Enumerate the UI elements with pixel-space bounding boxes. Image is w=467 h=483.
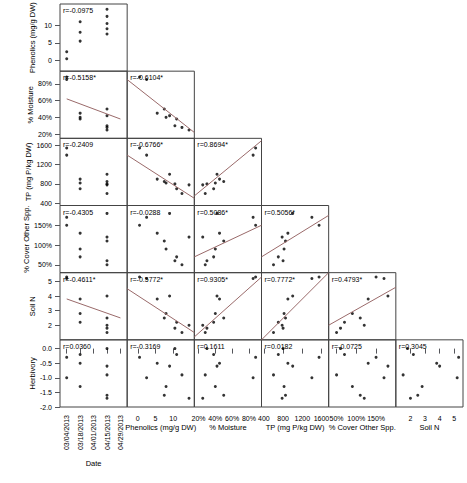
svg-text:r=-0.4305: r=-0.4305 [63, 209, 93, 216]
svg-text:r=0.7772*: r=0.7772* [265, 276, 296, 283]
svg-text:r=0.0182: r=0.0182 [265, 343, 293, 350]
svg-text:% Moisture: % Moisture [26, 86, 35, 124]
svg-text:r=0.0360: r=0.0360 [63, 343, 91, 350]
svg-text:r=0.5056*: r=0.5056* [265, 209, 296, 216]
svg-text:Phenolics (mg/g DW): Phenolics (mg/g DW) [125, 423, 196, 432]
svg-text:2: 2 [48, 322, 52, 329]
svg-text:% Cover Other Spp.: % Cover Other Spp. [22, 206, 31, 273]
svg-text:-0.5: -0.5 [40, 360, 52, 367]
svg-text:20%: 20% [192, 415, 206, 422]
svg-text:r=-0.6104*: r=-0.6104* [130, 74, 163, 81]
svg-text:Herbivory: Herbivory [28, 357, 37, 389]
svg-text:r=-0.0975: r=-0.0975 [63, 7, 93, 14]
svg-text:04/15/2013: 04/15/2013 [104, 415, 111, 450]
svg-text:r=-0.2409: r=-0.2409 [63, 141, 94, 149]
svg-text:20%: 20% [38, 131, 52, 138]
svg-text:10: 10 [169, 415, 177, 422]
svg-text:r=0.5086*: r=0.5086* [197, 209, 228, 216]
svg-text:r=-0.5158*: r=-0.5158* [63, 74, 96, 81]
svg-text:-1.5: -1.5 [40, 389, 52, 396]
svg-text:100%: 100% [34, 242, 52, 249]
svg-text:80%: 80% [242, 415, 256, 422]
svg-text:r=-0.5772*: r=-0.5772* [130, 276, 163, 283]
svg-text:60%: 60% [225, 415, 239, 422]
svg-text:40%: 40% [38, 114, 52, 121]
svg-text:r=-0.3169: r=-0.3169 [130, 342, 161, 350]
svg-text:04/29/2013: 04/29/2013 [117, 415, 124, 450]
svg-text:100%: 100% [347, 415, 365, 422]
svg-text:5: 5 [48, 39, 52, 46]
svg-text:4: 4 [48, 293, 52, 300]
svg-text:800: 800 [40, 180, 52, 187]
svg-text:80%: 80% [38, 80, 52, 87]
svg-text:5: 5 [153, 415, 157, 422]
svg-text:04/01/2013: 04/01/2013 [90, 415, 97, 450]
svg-text:r=0.8694*: r=0.8694* [197, 141, 228, 148]
svg-text:1200: 1200 [294, 415, 310, 422]
svg-text:Soil N: Soil N [419, 423, 439, 432]
svg-text:800: 800 [277, 415, 289, 422]
svg-text:r=-0.6766*: r=-0.6766* [130, 141, 163, 148]
svg-text:0: 0 [136, 415, 140, 422]
svg-text:TP (mg P/kg DW): TP (mg P/kg DW) [24, 142, 33, 201]
svg-text:400: 400 [40, 200, 52, 207]
svg-text:Soil N: Soil N [28, 296, 37, 316]
svg-text:% Cover Other Spp.: % Cover Other Spp. [329, 423, 396, 432]
svg-text:r=-0.4611*: r=-0.4611* [63, 276, 96, 283]
svg-text:0.0: 0.0 [42, 345, 52, 352]
svg-text:4: 4 [438, 415, 442, 422]
svg-text:400: 400 [258, 415, 270, 422]
svg-text:0: 0 [48, 57, 52, 64]
svg-text:2: 2 [408, 415, 412, 422]
svg-text:-1.0: -1.0 [40, 374, 52, 381]
svg-text:r=-0.0288: r=-0.0288 [130, 209, 160, 216]
svg-text:60%: 60% [38, 97, 52, 104]
svg-text:r=0.3045: r=0.3045 [399, 343, 427, 350]
svg-text:50%: 50% [38, 261, 52, 268]
svg-text:3: 3 [48, 307, 52, 314]
svg-text:r=-0.0725: r=-0.0725 [331, 342, 362, 350]
svg-text:-2.0: -2.0 [40, 404, 52, 411]
svg-text:5: 5 [452, 415, 456, 422]
svg-text:r=0.4793*: r=0.4793* [332, 276, 363, 283]
svg-text:5: 5 [48, 278, 52, 285]
svg-text:03/18/2013: 03/18/2013 [77, 415, 84, 450]
svg-text:r=0.9305*: r=0.9305* [197, 276, 228, 283]
svg-text:1600: 1600 [36, 142, 52, 149]
svg-text:1600: 1600 [314, 415, 330, 422]
svg-text:150%: 150% [34, 222, 52, 229]
svg-text:10: 10 [44, 22, 52, 29]
svg-text:3: 3 [423, 415, 427, 422]
svg-text:150%: 150% [367, 415, 385, 422]
svg-text:% Moisture: % Moisture [209, 423, 247, 432]
svg-text:TP (mg P/kg DW): TP (mg P/kg DW) [266, 423, 325, 432]
svg-text:Date: Date [86, 459, 102, 468]
svg-text:03/04/2013: 03/04/2013 [63, 415, 70, 450]
svg-text:Phenolics (mg/g DW): Phenolics (mg/g DW) [28, 2, 37, 73]
svg-text:1200: 1200 [36, 161, 52, 168]
svg-text:50%: 50% [330, 415, 344, 422]
svg-text:40%: 40% [208, 415, 222, 422]
svg-text:r=0.1611: r=0.1611 [197, 343, 224, 350]
